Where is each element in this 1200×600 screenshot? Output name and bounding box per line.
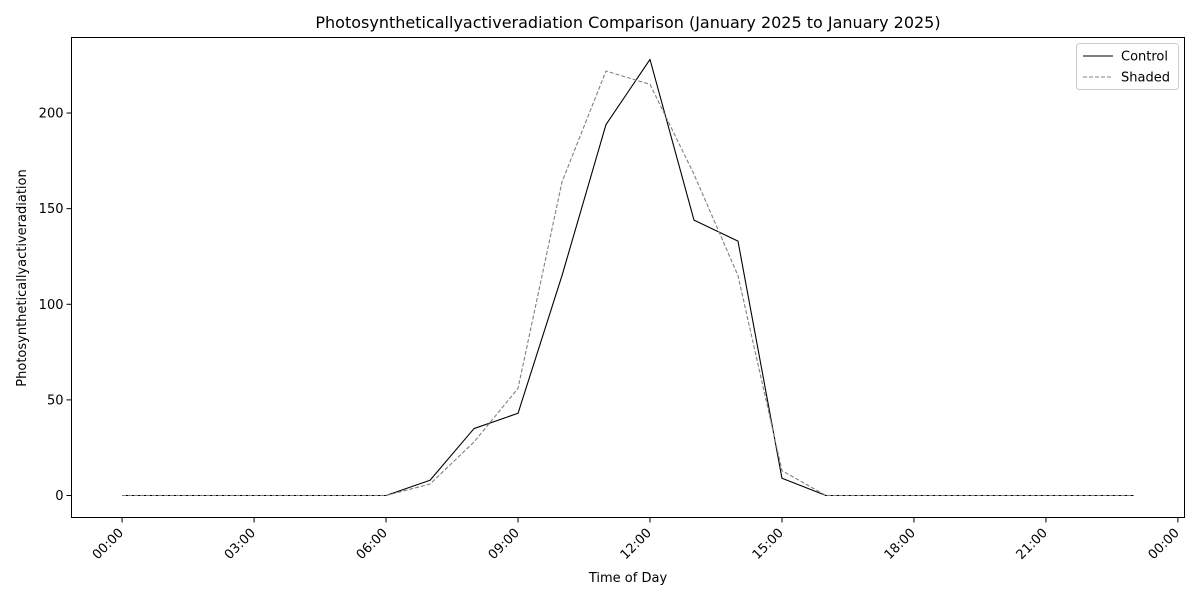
x-axis: 00:00 03:00 06:00 09:00 12:00 15:00 18:00 21:00… (90, 517, 1183, 563)
y-axis: 0 50 100 150 200 (39, 107, 72, 504)
y-tick-label: 100 (39, 298, 64, 313)
series-line-shaded (122, 70, 1134, 497)
series-layer (122, 58, 1134, 497)
x-tick-label: 06:00 (354, 526, 391, 563)
y-tick-label: 150 (39, 202, 64, 217)
x-tick-label: 03:00 (222, 526, 259, 563)
chart-title: Photosyntheticallyactiveradiation Compar… (315, 13, 940, 32)
x-tick-label: 21:00 (1014, 526, 1051, 563)
legend-box (1076, 43, 1179, 90)
legend-label-control: Control (1121, 50, 1168, 65)
y-tick-label: 50 (47, 393, 64, 408)
x-tick-label: 18:00 (882, 526, 919, 563)
legend-label-shaded: Shaded (1121, 71, 1170, 86)
y-tick-label: 200 (39, 107, 64, 122)
x-tick-label: 00:00 (1146, 526, 1183, 563)
plot-area (71, 37, 1185, 518)
legend: Control Shaded (1076, 43, 1179, 90)
x-tick-label: 00:00 (90, 526, 127, 563)
y-axis-label: Photosyntheticallyactiveradiation (15, 169, 30, 386)
series-line-control (122, 58, 1134, 497)
x-tick-label: 12:00 (618, 526, 655, 563)
x-tick-label: 15:00 (750, 526, 787, 563)
x-tick-label: 09:00 (486, 526, 523, 563)
y-tick-label: 0 (55, 489, 63, 504)
x-axis-label: Time of Day (588, 571, 668, 586)
